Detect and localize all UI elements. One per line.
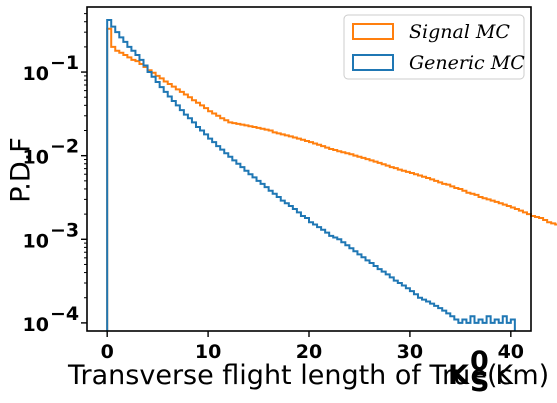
x-axis-title-sup: 0 [470, 346, 489, 377]
x-tick-label: 0 [101, 341, 114, 363]
x-axis-title-text: Transverse flight length of True K [67, 360, 514, 391]
series-layer [106, 18, 557, 331]
x-tick-label: 10 [195, 341, 221, 363]
legend-box [343, 14, 525, 80]
legend-swatch-generic [352, 54, 394, 71]
x-axis-title-sub: S [470, 367, 489, 398]
y-tick-label: 10 [23, 63, 49, 85]
series-line-generic-mc [106, 18, 516, 331]
x-axis-title: Transverse flight length of True K [67, 360, 514, 391]
y-tick-exponent: −2 [50, 136, 79, 158]
x-axis-title-symbol: K [448, 360, 470, 391]
x-tick-label: 20 [296, 341, 322, 363]
y-tick-label: 10 [23, 314, 49, 336]
plot-frame [86, 6, 532, 332]
legend-label-generic: Generic MC [409, 52, 525, 74]
y-tick-exponent: −4 [50, 303, 79, 325]
y-tick-label: 10 [23, 147, 49, 169]
y-tick-exponent: −1 [50, 52, 79, 74]
x-tick-label: 40 [498, 341, 524, 363]
legend-swatch-signal [352, 23, 394, 40]
series-line-signal-mc [106, 27, 557, 331]
y-axis-title: P.D.F [6, 137, 37, 203]
x-tick-label: 30 [397, 341, 423, 363]
y-tick-label: 10 [23, 230, 49, 252]
legend: Signal MC Generic MC [343, 14, 525, 80]
legend-label-signal: Signal MC [409, 21, 510, 43]
x-axis-title-unit: (cm) [487, 360, 549, 391]
y-tick-exponent: −3 [50, 219, 79, 241]
